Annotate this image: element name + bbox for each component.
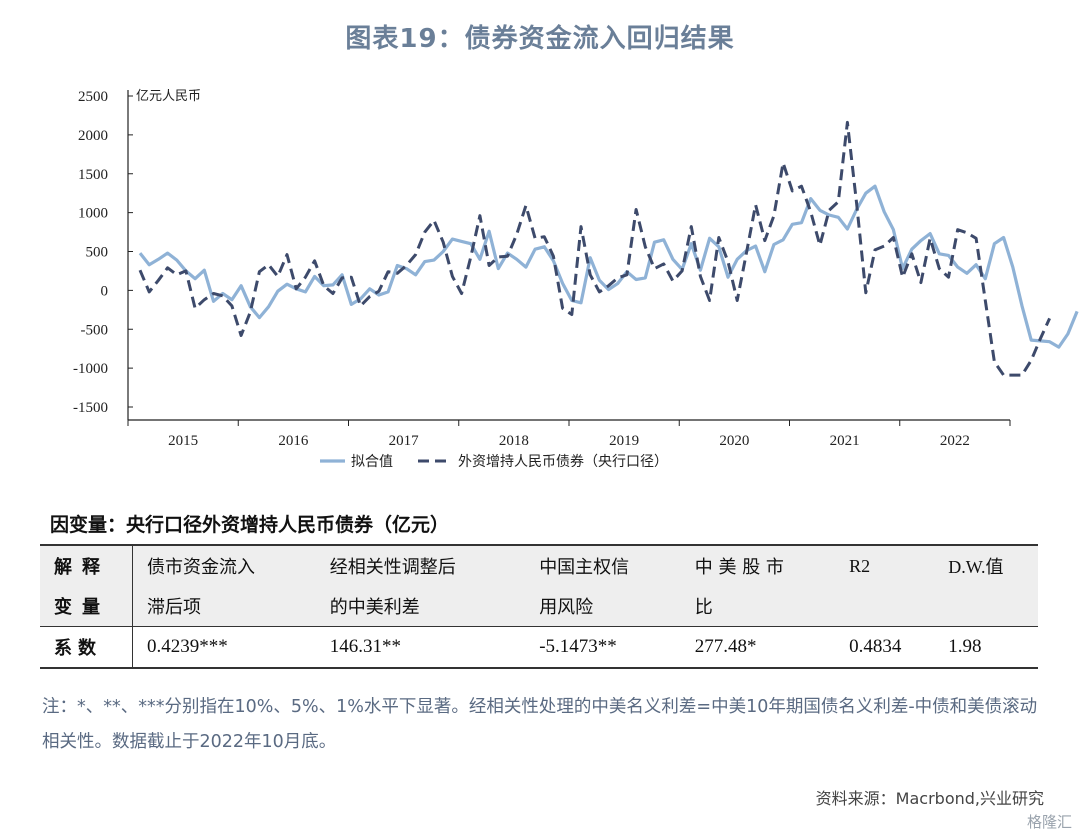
header-cell xyxy=(835,586,935,627)
header-cell: D.W.值 xyxy=(934,544,1038,586)
row-header-cell: 变量 xyxy=(40,586,133,627)
coefficient-cell: 277.48* xyxy=(680,626,836,669)
x-tick-label: 2017 xyxy=(389,433,420,449)
plot-area xyxy=(138,120,1079,377)
x-axis: 2015 2016 2017 2018 2019 2020 2021 2022 xyxy=(127,419,1011,449)
header-cell: 中国主权信 xyxy=(525,544,681,586)
legend: 拟合值 外资增持人民币债券（央行口径） xyxy=(320,454,668,470)
x-tick-label: 2018 xyxy=(499,433,529,449)
row-header-cell: 解释 xyxy=(40,544,133,586)
legend-label-actual: 外资增持人民币债券（央行口径） xyxy=(458,454,668,470)
y-tick-label: -1000 xyxy=(73,361,108,377)
y-tick-label: -500 xyxy=(81,322,109,338)
x-tick-label: 2022 xyxy=(940,433,970,449)
y-tick-label: 500 xyxy=(86,245,109,261)
y-tick-label: 2500 xyxy=(78,89,108,105)
header-cell xyxy=(934,586,1038,627)
table-header-row-1: 解释 债市资金流入 经相关性调整后 中国主权信 中 美 股 市 R2 D.W.值 xyxy=(40,544,1038,586)
coefficient-cell: 0.4834 xyxy=(835,626,935,669)
coefficient-cell: 1.98 xyxy=(934,626,1038,669)
table-header-row-2: 变量 滞后项 的中美利差 用风险 比 xyxy=(40,586,1038,627)
header-cell: 经相关性调整后 xyxy=(315,544,526,586)
y-axis: 2500 2000 1500 1000 500 0 -500 -1000 -1500 xyxy=(73,89,133,420)
chart-title: 图表19：债券资金流入回归结果 xyxy=(345,24,735,54)
legend-label-fitted: 拟合值 xyxy=(351,454,393,470)
y-unit-label: 亿元人民币 xyxy=(136,89,201,104)
x-tick-label: 2020 xyxy=(719,433,749,449)
coefficient-cell: 146.31** xyxy=(315,626,526,669)
y-tick-label: 1000 xyxy=(78,206,108,222)
coefficient-cell: -5.1473** xyxy=(525,626,681,669)
header-cell: R2 xyxy=(835,544,935,586)
header-cell: 中 美 股 市 xyxy=(680,544,836,586)
series-line-actual xyxy=(138,120,1051,377)
x-tick-label: 2016 xyxy=(278,433,309,449)
header-cell: 比 xyxy=(680,586,836,627)
coefficient-cell: 0.4239*** xyxy=(132,626,316,669)
y-tick-label: -1500 xyxy=(73,400,108,416)
x-tick-label: 2015 xyxy=(168,433,198,449)
source-label: 资料来源：Macrbond,兴业研究 xyxy=(815,789,1044,808)
coefficient-row: 系数 0.4239*** 146.31** -5.1473** 277.48* … xyxy=(40,626,1038,669)
dependent-variable-label: 因变量：央行口径外资增持人民币债券（亿元） xyxy=(50,514,450,536)
regression-table: 解释 债市资金流入 经相关性调整后 中国主权信 中 美 股 市 R2 D.W.值… xyxy=(40,544,1038,669)
header-cell: 用风险 xyxy=(525,586,681,627)
watermark: 格隆汇 xyxy=(1026,813,1072,831)
y-tick-label: 2000 xyxy=(78,128,108,144)
footnote: 注：*、**、***分别指在10%、5%、1%水平下显著。经相关性处理的中美名义… xyxy=(42,697,1038,752)
x-tick-label: 2019 xyxy=(609,433,639,449)
y-tick-label: 1500 xyxy=(78,167,108,183)
header-cell: 滞后项 xyxy=(132,586,316,627)
y-tick-label: 0 xyxy=(101,283,109,299)
header-cell: 的中美利差 xyxy=(315,586,526,627)
header-cell: 债市资金流入 xyxy=(132,544,316,586)
coefficient-label: 系数 xyxy=(40,626,133,669)
x-tick-label: 2021 xyxy=(830,433,860,449)
